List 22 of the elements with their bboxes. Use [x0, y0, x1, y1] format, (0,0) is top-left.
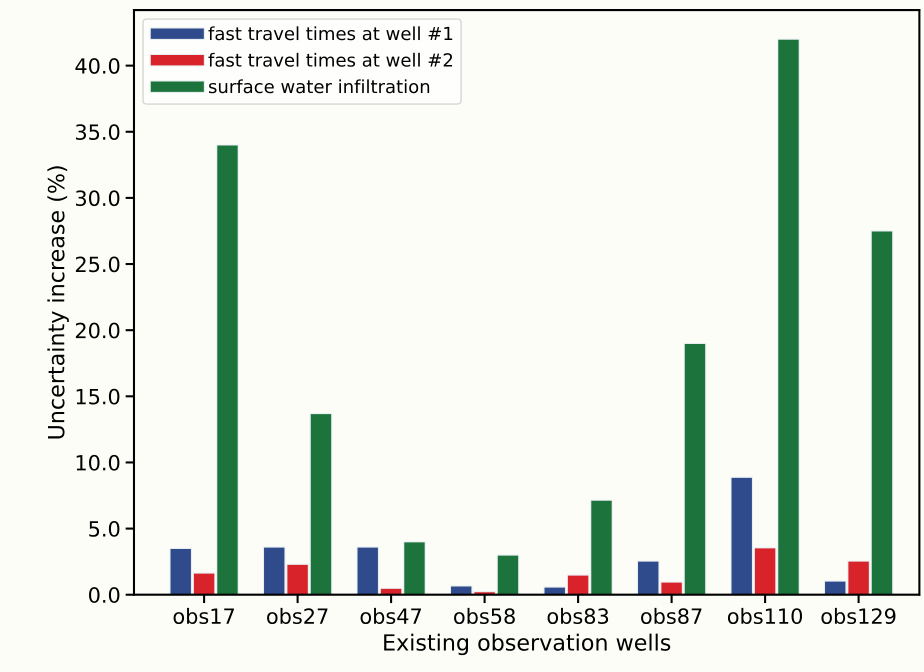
legend-label: fast travel times at well #2 — [208, 52, 452, 67]
x-tick-label: obs17 — [174, 608, 234, 624]
x-tick-label: obs27 — [267, 608, 328, 624]
y-tick-label: 10.0 — [76, 454, 120, 471]
y-tick-label: 15.0 — [76, 388, 120, 405]
y-tick-label: 5.0 — [89, 521, 120, 537]
y-axis-title: Uncertainty increase (%) — [47, 166, 69, 438]
y-tick-label: 20.0 — [76, 322, 120, 338]
x-tick-label: obs129 — [821, 608, 896, 624]
x-tick-label: obs47 — [360, 608, 421, 624]
x-tick-label: obs110 — [728, 608, 802, 624]
y-tick-label: 0.0 — [89, 587, 120, 603]
x-axis-title: Existing observation wells — [384, 634, 670, 656]
legend-label: fast travel times at well #1 — [208, 26, 452, 40]
legend-label: surface water infiltration — [208, 79, 430, 94]
y-tick-label: 35.0 — [76, 124, 120, 140]
y-tick-label: 25.0 — [76, 256, 120, 272]
x-tick-label: obs58 — [454, 608, 515, 624]
y-tick-label: 40.0 — [75, 58, 120, 74]
x-tick-label: obs87 — [641, 608, 702, 624]
x-tick-label: obs83 — [548, 608, 608, 624]
y-tick-label: 30.0 — [76, 190, 120, 206]
